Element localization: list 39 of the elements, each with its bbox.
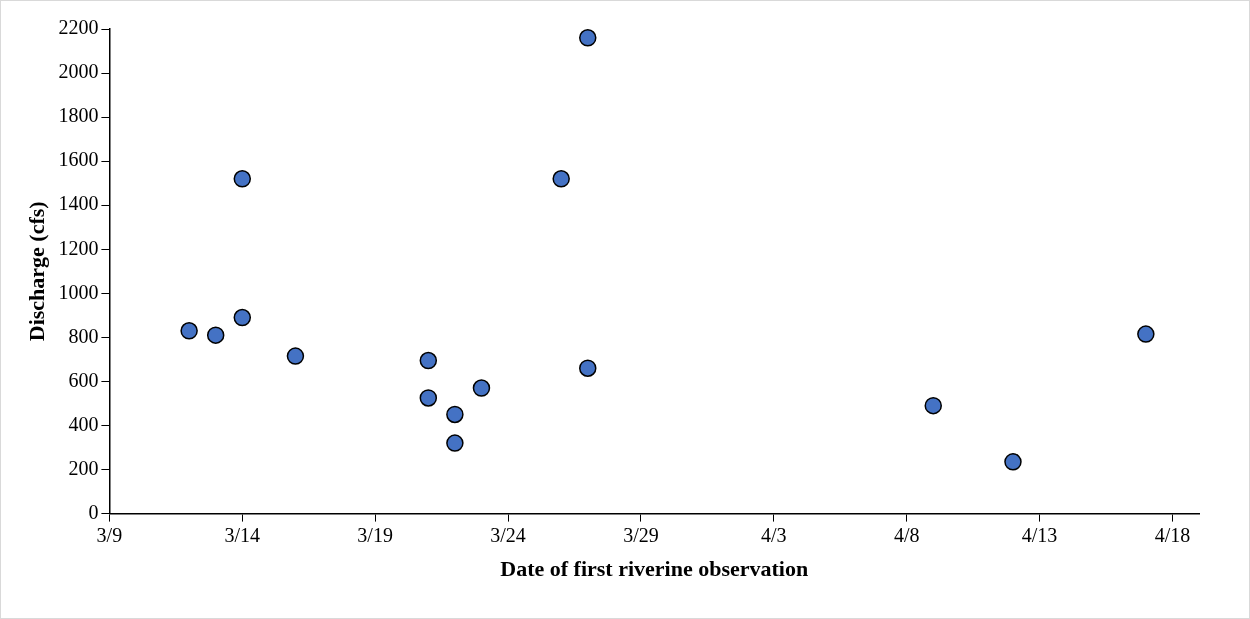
point <box>1137 325 1155 343</box>
y-tick-label: 600 <box>68 368 99 391</box>
point <box>180 322 198 340</box>
point <box>1004 453 1022 471</box>
y-tick-label: 0 <box>88 500 99 523</box>
point <box>419 389 438 407</box>
y-tick-label: 1400 <box>58 192 99 215</box>
x-tick-label: 3/9 <box>96 523 123 546</box>
x-tick-label: 3/29 <box>623 523 659 546</box>
point <box>446 434 464 452</box>
x-tick-label: 4/3 <box>761 523 787 546</box>
point <box>579 29 597 47</box>
point <box>286 347 305 365</box>
y-tick-label: 1800 <box>58 104 99 127</box>
point <box>206 326 225 344</box>
x-tick-label: 3/24 <box>490 523 526 546</box>
y-tick-label: 2000 <box>58 60 99 83</box>
y-tick-label: 400 <box>68 412 99 435</box>
x-tick-label: 4/8 <box>893 523 920 546</box>
y-tick-label: 1600 <box>58 148 99 171</box>
x-tick-label: 4/18 <box>1154 523 1191 546</box>
point <box>579 359 597 377</box>
point <box>552 170 570 188</box>
y-tick-label: 200 <box>68 456 99 479</box>
y-axis-title: Discharge (cfs) <box>23 201 49 342</box>
point <box>472 379 491 397</box>
y-tick-label: 800 <box>68 324 99 347</box>
y-tick-label: 1200 <box>58 236 99 259</box>
point <box>924 396 942 415</box>
x-tick-label: 3/14 <box>224 523 261 546</box>
point <box>446 405 464 424</box>
y-tick-label: 2200 <box>58 16 99 39</box>
x-tick-label: 3/19 <box>357 523 393 546</box>
point <box>233 308 252 327</box>
y-tick-label: 1000 <box>58 280 99 303</box>
point <box>233 170 252 188</box>
x-axis-title: Date of first riverine observation <box>500 556 809 582</box>
point <box>419 351 438 370</box>
x-tick-label: 4/13 <box>1021 523 1058 546</box>
